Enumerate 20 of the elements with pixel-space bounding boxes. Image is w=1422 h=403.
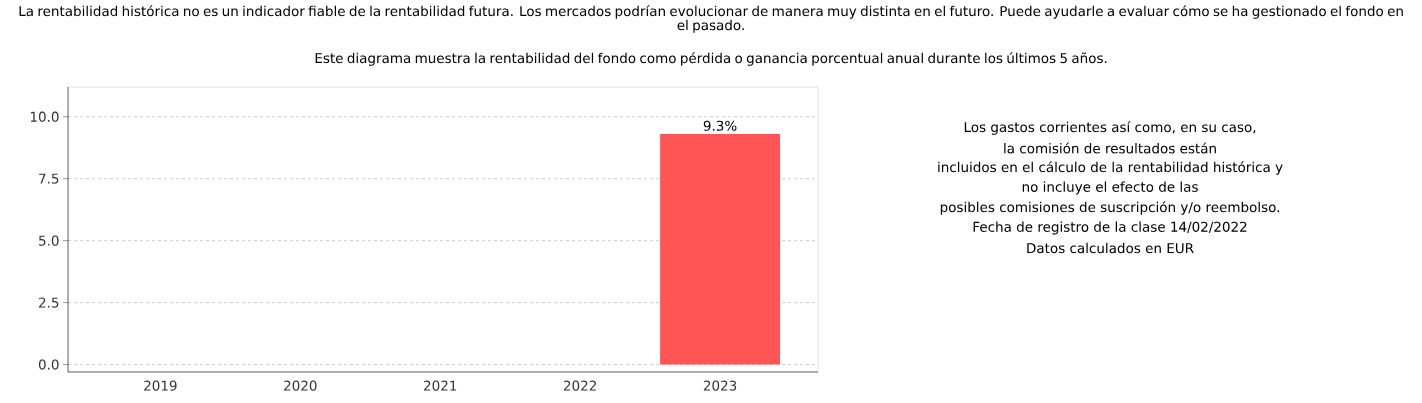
y-tick-label: 10.0: [30, 111, 59, 122]
y-tick-label: 5.0: [39, 235, 59, 246]
text: Datos calculados en EUR: [1027, 242, 1194, 254]
x-tick-label: 2022: [563, 380, 596, 391]
x-tick-label: 2019: [144, 380, 177, 391]
chart-title: La rentabilidad histórica no es un indicador fiable de la rentabilidad futura. Los mercados podrían evolucionar de manera muy distinta en el futuro. Puede ayudarle a evaluar cómo se ha gestionado el fondo en el pasado.: [19, 5, 1403, 33]
text: posibles comisiones de suscripción y/o reembolso.: [940, 201, 1279, 215]
y-tick-label: 2.5: [39, 297, 59, 308]
data-label: 9.3%: [703, 120, 737, 131]
y-tick-label: 0.0: [38, 359, 59, 370]
text: no incluye el efecto de las: [1022, 181, 1198, 195]
text: incluidos en el cálculo de la rentabilidad histórica y: [938, 161, 1283, 175]
y-tick-label: 7.5: [39, 173, 59, 184]
text: Los gastos corrientes así como, en su caso,: [964, 121, 1256, 135]
text: la comisión de resultados están: [1004, 142, 1216, 154]
text: Fecha de registro de la clase 14/02/2022: [973, 221, 1247, 235]
x-tick-label: 2020: [284, 380, 317, 391]
x-tick-label: 2023: [703, 380, 737, 391]
chart-subtitle: Este diagrama muestra la rentabilidad del fondo como pérdida o ganancia porcentual anual durante los últimos 5 años.: [315, 52, 1107, 66]
x-tick-label: 2021: [424, 380, 457, 391]
